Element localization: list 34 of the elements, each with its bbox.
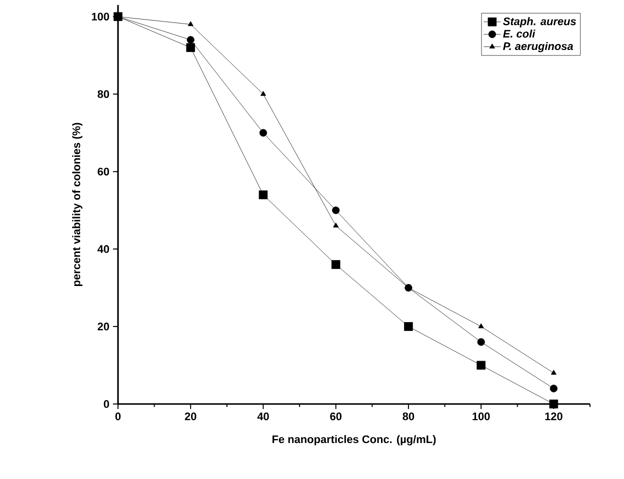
point	[258, 190, 268, 200]
point	[259, 129, 268, 137]
point	[186, 43, 195, 52]
point	[478, 323, 484, 328]
y-axis-title: percent viability of colonies (%)	[72, 122, 82, 286]
y-tick-label: 60	[98, 168, 110, 176]
point	[550, 370, 556, 375]
point	[188, 21, 194, 26]
x-tick-label: 20	[184, 412, 196, 420]
y-tick-label: 100	[92, 12, 110, 20]
legend-label: Staph. aureus	[503, 17, 576, 28]
point	[332, 206, 340, 214]
x-tick-label: 80	[402, 412, 414, 420]
point	[550, 384, 558, 392]
point	[404, 322, 413, 331]
point	[477, 338, 485, 346]
x-tick-label: 0	[115, 412, 121, 420]
x-axis-title: Fe nanoparticles Conc. (µg/mL)	[272, 435, 436, 446]
x-tick-label: 120	[545, 412, 562, 420]
y-tick-label: 20	[98, 322, 110, 330]
legend-label: E. coli	[503, 30, 536, 38]
y-tick-label: 0	[104, 400, 110, 408]
x-tick-label: 40	[257, 412, 269, 420]
point	[549, 400, 558, 408]
point	[476, 360, 486, 370]
x-tick-label: 100	[472, 412, 490, 420]
point	[333, 222, 339, 228]
point	[260, 90, 266, 96]
y-tick-label: 40	[97, 245, 110, 253]
x-tick-label: 60	[330, 412, 342, 420]
point	[331, 260, 340, 269]
point	[186, 36, 194, 44]
y-tick-label: 80	[98, 90, 110, 98]
legend-label: P. aeruginosa	[503, 42, 574, 52]
